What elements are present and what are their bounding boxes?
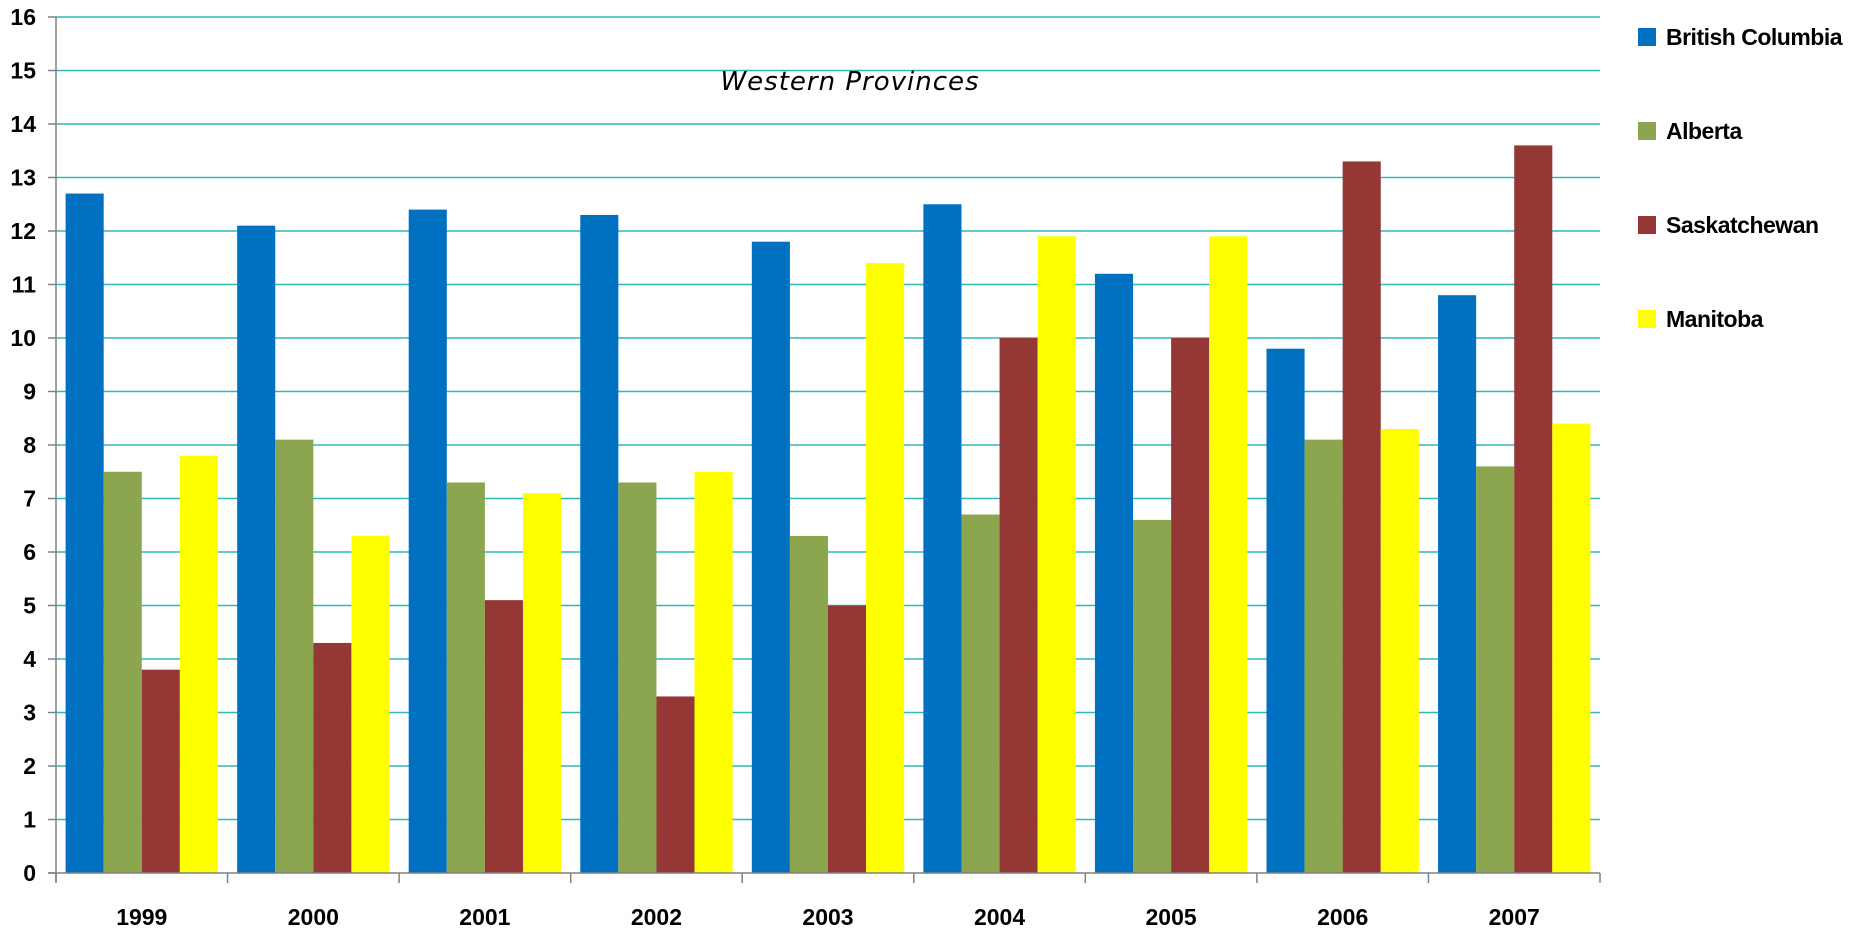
bar-british-columbia-1999 bbox=[65, 193, 104, 874]
bar-alberta-2004 bbox=[961, 514, 1000, 873]
bar-saskatchewan-2001 bbox=[484, 600, 523, 873]
legend-swatch bbox=[1638, 28, 1656, 46]
chart-title: Western Provinces bbox=[720, 67, 979, 97]
bar-saskatchewan-1999 bbox=[141, 669, 180, 873]
bar-alberta-2000 bbox=[275, 439, 314, 873]
bar-saskatchewan-2004 bbox=[999, 338, 1038, 873]
bar-saskatchewan-2000 bbox=[313, 642, 352, 873]
bar-alberta-1999 bbox=[103, 471, 142, 873]
bar-saskatchewan-2005 bbox=[1171, 338, 1210, 873]
bar-alberta-2001 bbox=[446, 482, 485, 873]
legend-item-british-columbia: British Columbia bbox=[1638, 24, 1843, 50]
bar-british-columbia-2000 bbox=[237, 225, 276, 873]
axes bbox=[48, 16, 1601, 883]
x-tick-label: 2006 bbox=[1317, 904, 1368, 930]
y-tick-label: 1 bbox=[23, 807, 36, 833]
legend-swatch bbox=[1638, 122, 1656, 140]
bar-saskatchewan-2006 bbox=[1342, 161, 1381, 873]
y-tick-label: 16 bbox=[10, 4, 36, 30]
bar-alberta-2003 bbox=[789, 535, 828, 873]
bar-saskatchewan-2007 bbox=[1514, 145, 1553, 873]
bar-british-columbia-2005 bbox=[1094, 273, 1134, 873]
x-tick-label: 2007 bbox=[1489, 904, 1540, 930]
bar-manitoba-2003 bbox=[866, 263, 905, 874]
bar-manitoba-2000 bbox=[351, 535, 390, 873]
bar-alberta-2005 bbox=[1133, 519, 1172, 873]
bar-manitoba-2002 bbox=[694, 471, 733, 873]
legend: British Columbia Alberta Saskatchewan Manit… bbox=[1638, 24, 1843, 332]
y-tick-label: 4 bbox=[23, 646, 36, 672]
bar-alberta-2006 bbox=[1304, 439, 1343, 873]
x-tick-label: 2004 bbox=[974, 904, 1025, 930]
y-tick-label: 15 bbox=[10, 58, 36, 84]
y-tick-label: 9 bbox=[23, 379, 36, 405]
bar-british-columbia-2007 bbox=[1438, 295, 1477, 873]
bar-manitoba-2005 bbox=[1209, 236, 1248, 874]
y-tick-label: 5 bbox=[23, 593, 36, 619]
y-tick-label: 8 bbox=[23, 432, 36, 458]
y-tick-label: 10 bbox=[10, 325, 36, 351]
y-tick-label: 0 bbox=[23, 860, 36, 886]
legend-swatch bbox=[1638, 310, 1656, 328]
legend-item-alberta: Alberta bbox=[1638, 118, 1743, 144]
y-tick-label: 6 bbox=[23, 539, 36, 565]
bar-manitoba-1999 bbox=[179, 455, 218, 873]
legend-item-saskatchewan: Saskatchewan bbox=[1638, 212, 1819, 238]
x-tick-label: 2003 bbox=[802, 904, 853, 930]
legend-label: British Columbia bbox=[1666, 24, 1843, 50]
bar-british-columbia-2001 bbox=[408, 209, 447, 874]
bar-british-columbia-2002 bbox=[580, 214, 619, 873]
y-tick-label: 14 bbox=[10, 111, 36, 137]
legend-label: Saskatchewan bbox=[1666, 212, 1819, 238]
y-tick-label: 11 bbox=[12, 272, 37, 298]
bar-manitoba-2006 bbox=[1380, 428, 1419, 873]
bar-manitoba-2001 bbox=[522, 493, 562, 873]
legend-label: Manitoba bbox=[1666, 306, 1764, 332]
legend-label: Alberta bbox=[1666, 118, 1742, 144]
x-tick-label: 1999 bbox=[116, 904, 167, 930]
bar-saskatchewan-2002 bbox=[656, 696, 695, 873]
y-tick-label: 12 bbox=[10, 218, 36, 244]
legend-item-manitoba: Manitoba bbox=[1638, 306, 1764, 332]
bar-british-columbia-2004 bbox=[923, 204, 962, 873]
legend-swatch bbox=[1638, 216, 1656, 234]
x-tick-labels: 1999 2000 2001 2002 2003 2004 2005 2006 2007 bbox=[116, 904, 1540, 930]
x-tick-label: 2001 bbox=[459, 904, 510, 930]
y-tick-label: 7 bbox=[23, 486, 36, 512]
bar-alberta-2007 bbox=[1476, 466, 1515, 873]
x-tick-label: 2002 bbox=[631, 904, 682, 930]
bar-british-columbia-2006 bbox=[1266, 348, 1305, 873]
bar-saskatchewan-2003 bbox=[828, 605, 867, 873]
bar-manitoba-2004 bbox=[1037, 236, 1076, 874]
y-tick-label: 2 bbox=[23, 753, 36, 779]
bar-alberta-2002 bbox=[618, 482, 657, 873]
x-tick-label: 2000 bbox=[288, 904, 339, 930]
x-tick-label: 2005 bbox=[1146, 904, 1197, 930]
bars bbox=[65, 145, 1591, 874]
bar-british-columbia-2003 bbox=[751, 241, 790, 873]
y-tick-label: 3 bbox=[23, 700, 36, 726]
y-tick-label: 13 bbox=[10, 165, 36, 191]
bar-manitoba-2007 bbox=[1552, 423, 1591, 873]
